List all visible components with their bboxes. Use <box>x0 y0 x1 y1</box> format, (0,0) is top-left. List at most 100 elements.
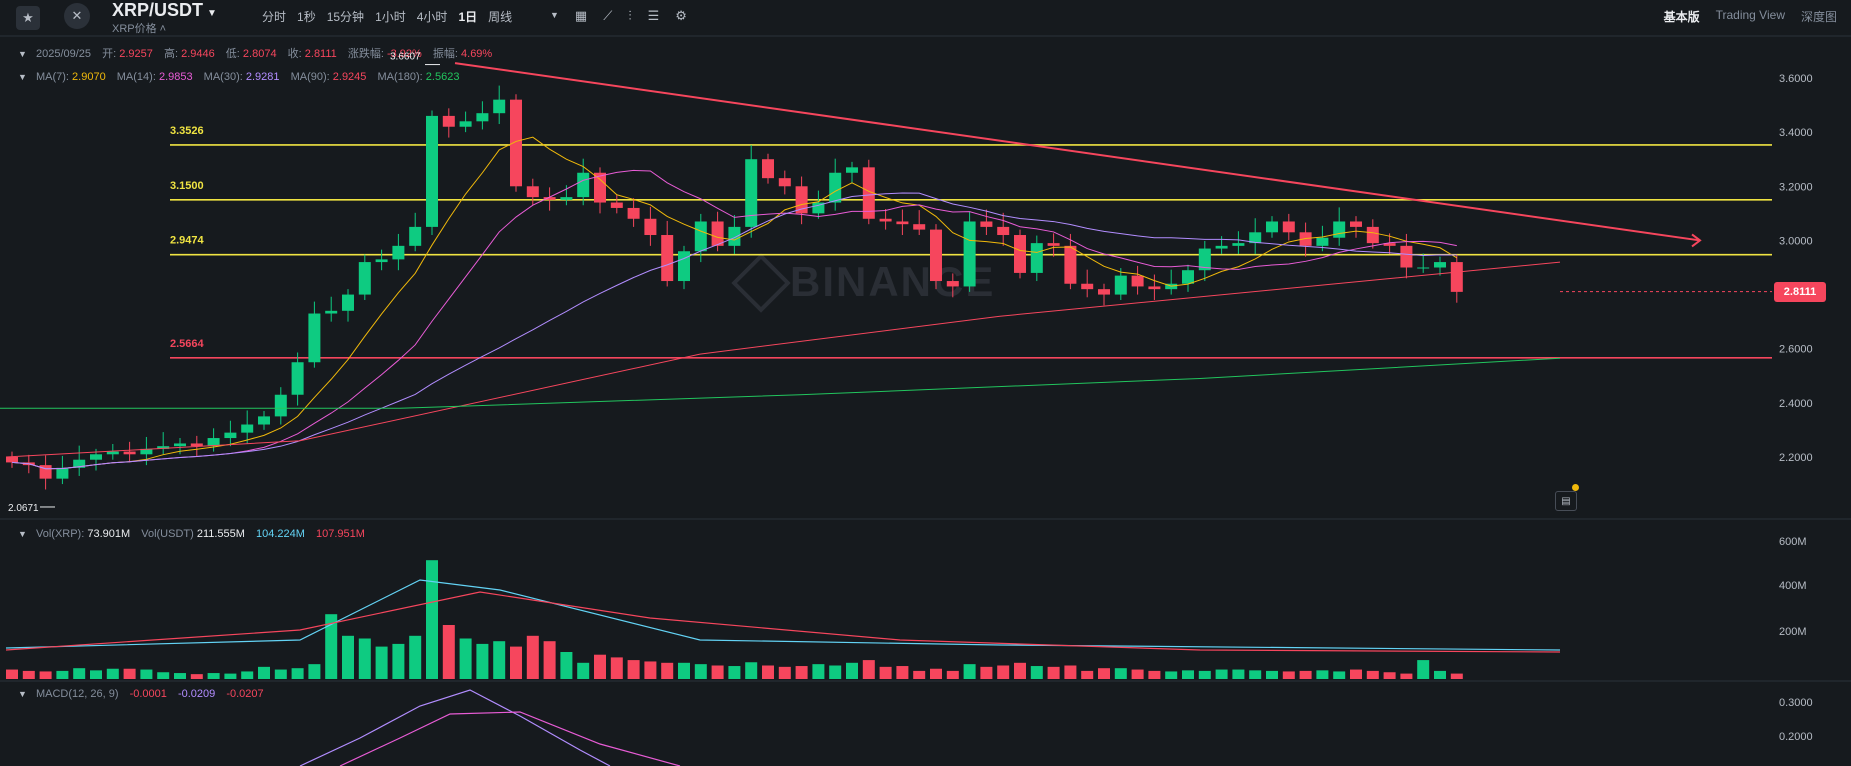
close-icon[interactable]: ✕ <box>64 3 90 29</box>
ma14-line <box>11 169 1457 470</box>
candle-body <box>90 454 102 460</box>
tab-view-basic[interactable]: 基本版 <box>1663 10 1700 24</box>
candle-body <box>1450 262 1463 292</box>
favorite-star-icon[interactable]: ★ <box>16 6 40 30</box>
volume-bar <box>325 614 338 679</box>
top-toolbar: ★ ✕ XRP/USDT ▼ XRP价格 ˄ 分时 1秒 15分钟 1小时 4小时… <box>0 0 1851 35</box>
candle-body <box>258 416 270 425</box>
candle-body <box>224 432 237 439</box>
candle-body <box>1249 232 1262 244</box>
vol-xrp-value: 73.901M <box>87 528 131 540</box>
candle-body <box>1282 221 1295 233</box>
price-tick-label: 3.0000 <box>1779 235 1813 247</box>
price-tick-label: 2.2000 <box>1779 452 1813 464</box>
candle-body <box>526 186 539 198</box>
volume-bar <box>1148 670 1161 679</box>
chevron-down-icon[interactable]: ▼ <box>18 49 27 59</box>
chevron-down-icon[interactable]: ▼ <box>550 10 559 20</box>
candle-body <box>190 443 203 447</box>
macd-hist: -0.0207 <box>226 688 264 700</box>
tab-interval-time[interactable]: 分时 <box>262 10 287 24</box>
volume-bar <box>1131 669 1144 679</box>
calendar-icon[interactable]: ▦ <box>574 8 588 23</box>
volume-bar <box>711 665 724 679</box>
candle-body <box>1014 235 1026 273</box>
low-marker: 2.0671 <box>8 503 39 514</box>
candle-body <box>442 115 455 127</box>
volume-bar <box>1165 671 1178 679</box>
tab-interval-1h[interactable]: 1小时 <box>375 10 406 24</box>
volume-bar <box>1064 665 1077 679</box>
volume-bar <box>342 635 354 679</box>
candle-body <box>409 226 422 246</box>
ma14-value: 2.9853 <box>158 71 193 83</box>
pair-selector[interactable]: XRP/USDT ▼ <box>112 0 217 20</box>
candle-body <box>594 172 606 203</box>
volume-bar <box>358 638 371 679</box>
candle-body <box>661 235 674 282</box>
candle-body <box>459 121 472 127</box>
volume-bar <box>207 673 220 679</box>
candle-body <box>879 218 892 222</box>
volume-bar <box>1249 670 1262 679</box>
tab-interval-1s[interactable]: 1秒 <box>297 10 316 24</box>
tab-interval-15m[interactable]: 15分钟 <box>326 10 365 24</box>
chevron-down-icon[interactable]: ▼ <box>18 689 27 699</box>
candle-body <box>711 221 724 246</box>
volume-bar <box>510 646 522 679</box>
candle-body <box>325 310 338 314</box>
gear-icon[interactable]: ⚙ <box>675 8 687 23</box>
volume-bar <box>963 664 976 679</box>
open-value: 2.9257 <box>119 48 153 60</box>
tab-interval-1d[interactable]: 1日 <box>458 10 478 24</box>
candle-body <box>56 467 69 479</box>
close-label: 收: <box>287 48 302 60</box>
volume-bar <box>1350 669 1362 679</box>
volume-bar <box>1450 673 1463 679</box>
chevron-down-icon[interactable]: ▼ <box>18 72 27 82</box>
volume-bar <box>594 654 606 679</box>
volume-bar <box>224 673 237 679</box>
candle-body <box>745 159 758 227</box>
volume-bar <box>1014 662 1026 679</box>
volume-bar <box>1434 670 1446 679</box>
price-tick-label: 2.6000 <box>1779 344 1813 356</box>
volume-bar <box>90 670 102 679</box>
high-marker: 3.6607 <box>390 52 421 63</box>
draw-tool-icon[interactable]: ⟋ <box>603 8 613 23</box>
ma180-line <box>0 357 1561 409</box>
volume-bar <box>392 643 405 679</box>
volume-bar <box>426 560 438 679</box>
high-label: 高: <box>163 48 179 60</box>
indicator-icon[interactable]: ⫶ <box>628 8 632 23</box>
ma90-line <box>5 261 1561 458</box>
low-label: 低: <box>225 48 240 60</box>
ohlc-info: ▼ 2025/09/25 开: 2.9257 高: 2.9446 低: 2.80… <box>18 45 500 61</box>
volume-bar <box>1282 671 1295 679</box>
pair-subtitle[interactable]: XRP价格 ˄ <box>112 23 167 35</box>
tab-view-tradingview[interactable]: Trading View <box>1715 8 1785 22</box>
indicator-toggle-icon[interactable]: ▤ <box>1555 491 1577 511</box>
volume-bar <box>1366 670 1379 679</box>
volume-bar <box>1114 668 1127 679</box>
tab-view-depth[interactable]: 深度图 <box>1800 10 1837 24</box>
volume-bar <box>174 673 186 679</box>
open-label: 开: <box>102 48 117 60</box>
chevron-down-icon[interactable]: ▼ <box>18 529 27 539</box>
candle-body <box>543 197 556 200</box>
volume-bar <box>140 669 153 679</box>
layout-settings-icon[interactable]: ☰ <box>647 8 660 23</box>
volume-bar <box>459 638 472 679</box>
tab-interval-4h[interactable]: 4小时 <box>416 10 448 24</box>
trendline-arrow <box>1691 233 1702 248</box>
volume-bar <box>22 670 35 679</box>
volume-bar <box>526 635 539 679</box>
macd-tick-label: 0.2000 <box>1779 731 1813 743</box>
candle-body <box>1417 267 1430 269</box>
tab-interval-1w[interactable]: 周线 <box>488 10 513 24</box>
candle-body <box>174 443 186 447</box>
candle-body <box>73 459 86 468</box>
ma180-value: 2.5623 <box>425 71 460 83</box>
volume-bar <box>778 666 791 679</box>
